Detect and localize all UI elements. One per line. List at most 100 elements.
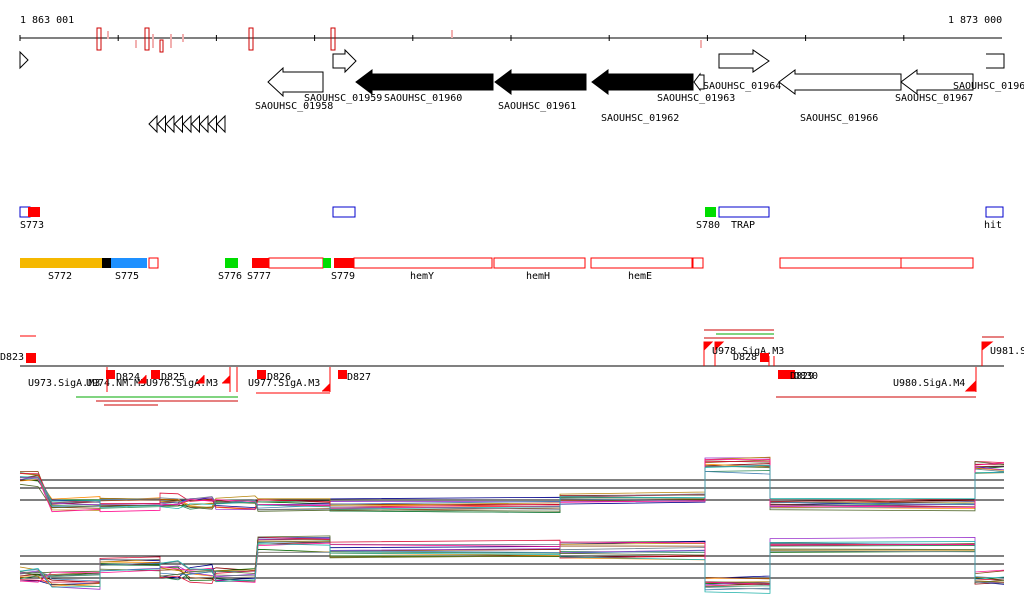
terminator-d830[interactable]: [786, 370, 795, 379]
terminator-d828[interactable]: [760, 353, 769, 362]
promoter-flag: [964, 379, 977, 392]
repeat-arrow: [148, 114, 158, 134]
gene-arrow-01966[interactable]: [778, 69, 902, 95]
expression-line: [19, 465, 1005, 510]
gene-arrow-01962[interactable]: [591, 69, 694, 95]
axis-ticks: [19, 35, 905, 41]
feature-block-heme[interactable]: [590, 257, 693, 269]
gene-arrow-01960[interactable]: [355, 69, 494, 95]
label-u977: U977.SigA.M3: [248, 378, 320, 389]
feature-label-hemh: hemH: [526, 271, 550, 282]
feature-label-s776: S776: [218, 271, 242, 282]
label-d830: D830: [794, 371, 818, 382]
terminator-d827[interactable]: [338, 370, 347, 379]
label-d827: D827: [347, 372, 371, 383]
feature-label-s773: S773: [20, 220, 44, 231]
feature-block-s777[interactable]: [252, 258, 269, 268]
feature-block-hemh[interactable]: [493, 257, 586, 269]
expression-track-top: [20, 479, 1004, 501]
expression-line: [19, 541, 1005, 594]
gene-label-01963: SAOUHSC_01963: [657, 93, 735, 104]
feature-block-black: [102, 258, 111, 268]
feature-block-s775[interactable]: [111, 258, 147, 268]
axis-marker: [144, 27, 150, 51]
gene-label-01960: SAOUHSC_01960: [384, 93, 462, 104]
axis-marker: [135, 40, 137, 48]
promoter-flag: [703, 341, 714, 366]
axis-end-label: 1 873 000: [948, 15, 1002, 26]
gene-arrow-01964[interactable]: [718, 49, 770, 73]
axis-marker: [96, 27, 102, 51]
gene-label-01966: SAOUHSC_01966: [800, 113, 878, 124]
terminator-d829[interactable]: [778, 370, 787, 379]
repeat-arrow: [199, 114, 209, 134]
feature-block-s776[interactable]: [225, 258, 238, 268]
label-d823: D823: [0, 352, 24, 363]
feature-block-outline: [148, 257, 159, 269]
feature-block-hemy[interactable]: [353, 257, 493, 269]
gene-arrow-01961[interactable]: [494, 69, 587, 95]
repeat-arrow: [165, 114, 175, 134]
axis-marker: [330, 27, 336, 51]
gene-arrow-01967[interactable]: [900, 69, 974, 95]
promoter-flag: [714, 341, 725, 366]
gene-arrow-01958[interactable]: [267, 66, 324, 98]
axis-marker: [451, 30, 453, 38]
axis-marker: [248, 27, 254, 51]
terminator-d826[interactable]: [257, 370, 266, 379]
expression-profile-lines: [19, 456, 1005, 594]
feature-block-hit[interactable]: [985, 206, 1004, 218]
gene-label-01958: SAOUHSC_01958: [255, 101, 333, 112]
gene-track: SAOUHSC_01958 SAOUHSC_01959 SAOUHSC_0196…: [255, 48, 1024, 124]
feature-block-s772[interactable]: [20, 258, 102, 268]
axis-markers: [96, 27, 702, 53]
terminator-d823[interactable]: [26, 353, 36, 363]
label-d829: D829: [790, 371, 814, 382]
repeat-arrow: [156, 114, 166, 134]
promoter-flag: [222, 375, 231, 384]
gene-arrow-0196x[interactable]: [986, 53, 1005, 69]
feature-label-s772: S772: [48, 271, 72, 282]
feature-label-trap: TRAP: [731, 220, 755, 231]
strand-start-arrow: [19, 50, 29, 70]
label-u976: U976.SigA.M3: [146, 378, 218, 389]
gene-label-01967: SAOUHSC_01967: [895, 93, 973, 104]
promoter-flag: [981, 341, 994, 366]
terminator-d825[interactable]: [151, 370, 160, 379]
terminator-d824[interactable]: [106, 370, 115, 379]
expression-tracks: [19, 456, 1005, 594]
promoter-flag: [229, 367, 238, 392]
label-d828: D828: [733, 352, 757, 363]
feature-block-s779[interactable]: [334, 258, 354, 268]
label-u980: U980.SigA.M4: [893, 378, 965, 389]
axis-marker: [182, 34, 184, 42]
gene-label-01959: SAOUHSC_01959: [304, 93, 382, 104]
label-d824: D824: [116, 372, 140, 383]
feature-box-outline: [332, 206, 356, 218]
promoter-flag: [322, 383, 331, 392]
axis-marker: [107, 31, 109, 39]
gene-arrow-01963[interactable]: [693, 72, 705, 92]
label-u978: U978.SigA.M3: [712, 346, 784, 357]
feature-block-outline: [692, 257, 704, 269]
feature-block-trap[interactable]: [718, 206, 770, 218]
repeat-arrow: [190, 114, 200, 134]
feature-block-outline: [268, 257, 324, 269]
feature-block-s780[interactable]: [705, 207, 716, 217]
axis-start-label: 1 863 001: [20, 15, 74, 26]
coordinate-axis: 1 863 001 1 873 000: [19, 15, 1002, 70]
label-u973: U973.SigA.M3: [28, 378, 100, 389]
transcript-track: D823 D824 D825 D826 D827 U973.SigA.M3 U9…: [0, 329, 1024, 406]
feature-label-hit: hit: [984, 220, 1002, 231]
feature-block-s773[interactable]: [28, 207, 40, 217]
feature-row-1: S773 S780 TRAP hit: [19, 206, 1004, 231]
promoter-flag: [768, 356, 775, 366]
expression-line: [19, 458, 1005, 513]
feature-label-heme: hemE: [628, 271, 652, 282]
label-u974: U974.NM.M5: [86, 378, 146, 389]
label-d826: D826: [267, 372, 291, 383]
feature-label-s775: S775: [115, 271, 139, 282]
gene-arrow-01959[interactable]: [332, 48, 357, 74]
